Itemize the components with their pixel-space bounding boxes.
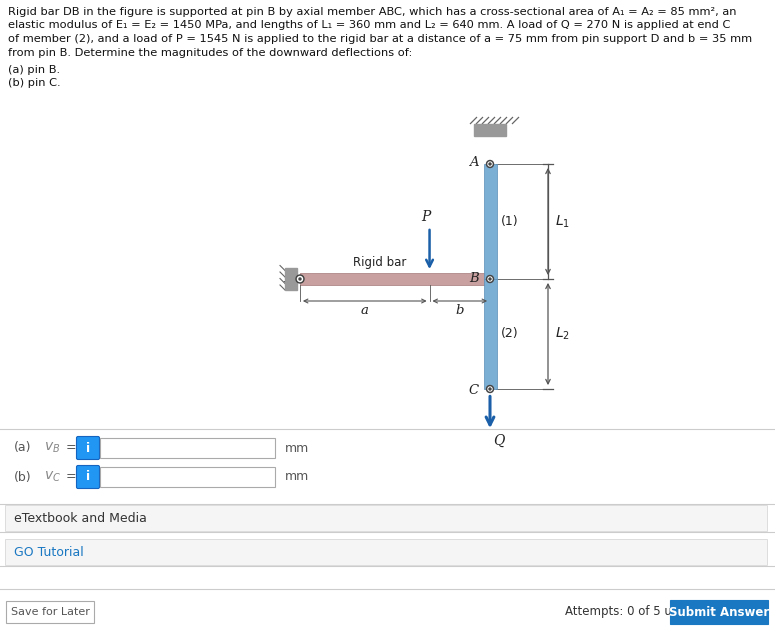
Text: from pin B. Determine the magnitudes of the downward deflections of:: from pin B. Determine the magnitudes of … xyxy=(8,48,412,58)
Text: mm: mm xyxy=(285,441,309,455)
Text: Submit Answer: Submit Answer xyxy=(669,605,769,619)
FancyBboxPatch shape xyxy=(77,436,99,460)
Circle shape xyxy=(489,388,491,390)
Text: Q: Q xyxy=(493,434,505,448)
Text: (2): (2) xyxy=(501,328,518,340)
Text: (b): (b) xyxy=(14,470,32,484)
Circle shape xyxy=(299,278,301,280)
Bar xyxy=(300,273,490,285)
Text: B: B xyxy=(469,273,479,285)
Circle shape xyxy=(296,275,304,283)
Text: =: = xyxy=(66,441,77,455)
Circle shape xyxy=(488,387,492,391)
Text: $v_B$: $v_B$ xyxy=(44,441,60,455)
Bar xyxy=(5,505,767,531)
Text: i: i xyxy=(86,441,90,455)
Text: (a) pin B.: (a) pin B. xyxy=(8,65,60,75)
Circle shape xyxy=(488,162,492,166)
Bar xyxy=(5,539,767,565)
Text: $L_2$: $L_2$ xyxy=(555,326,570,342)
Circle shape xyxy=(487,160,494,167)
Text: of member (2), and a load of P = 1545 N is applied to the rigid bar at a distanc: of member (2), and a load of P = 1545 N … xyxy=(8,34,752,44)
Bar xyxy=(285,268,297,290)
Text: eTextbook and Media: eTextbook and Media xyxy=(14,512,147,524)
Circle shape xyxy=(489,278,491,280)
Text: A: A xyxy=(470,155,479,169)
Bar xyxy=(100,467,275,487)
Text: GO Tutorial: GO Tutorial xyxy=(14,545,84,559)
FancyBboxPatch shape xyxy=(77,465,99,489)
Text: $L_1$: $L_1$ xyxy=(555,213,570,230)
Text: (1): (1) xyxy=(501,215,518,228)
Circle shape xyxy=(489,163,491,165)
Bar xyxy=(474,124,506,136)
Text: Save for Later: Save for Later xyxy=(11,607,89,617)
Text: (a): (a) xyxy=(14,441,32,455)
Text: Attempts: 0 of 5 used: Attempts: 0 of 5 used xyxy=(565,605,693,619)
Text: Rigid bar: Rigid bar xyxy=(353,256,407,269)
Text: (b) pin C.: (b) pin C. xyxy=(8,79,60,89)
Text: b: b xyxy=(456,304,464,317)
Text: mm: mm xyxy=(285,470,309,484)
Bar xyxy=(100,438,275,458)
Bar xyxy=(484,164,497,279)
Circle shape xyxy=(487,276,494,283)
Text: elastic modulus of E₁ = E₂ = 1450 MPa, and lengths of L₁ = 360 mm and L₂ = 640 m: elastic modulus of E₁ = E₂ = 1450 MPa, a… xyxy=(8,20,730,30)
Circle shape xyxy=(298,276,302,281)
Text: D: D xyxy=(284,271,294,285)
Text: Rigid bar DB in the figure is supported at pin B by axial member ABC, which has : Rigid bar DB in the figure is supported … xyxy=(8,7,736,17)
Text: i: i xyxy=(86,470,90,484)
Circle shape xyxy=(488,277,492,281)
Text: C: C xyxy=(469,384,479,398)
Circle shape xyxy=(487,385,494,392)
Text: a: a xyxy=(361,304,369,317)
Text: $v_C$: $v_C$ xyxy=(44,470,61,484)
Bar xyxy=(670,600,768,624)
Bar xyxy=(484,279,497,389)
Bar xyxy=(6,601,94,623)
Text: P: P xyxy=(422,210,431,224)
Text: =: = xyxy=(66,470,77,484)
